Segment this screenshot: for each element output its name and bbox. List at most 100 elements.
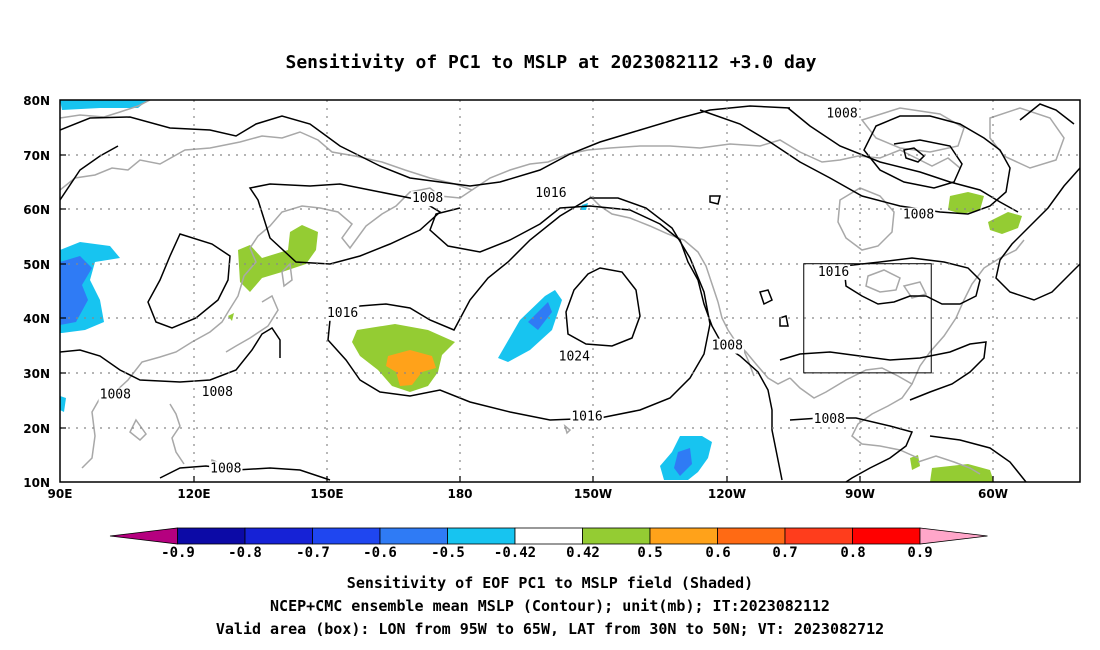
coastline-great-lakes — [865, 269, 928, 299]
colorbar-swatch — [784, 527, 853, 545]
coastline-philippines — [169, 403, 185, 465]
contour-line — [699, 109, 1011, 215]
latitude-labels: 80N 70N 60N 50N 40N 30N 20N 10N — [23, 94, 50, 490]
coastline-hudson — [837, 187, 895, 251]
contour-label: 1008 — [210, 461, 241, 476]
colorbar-swatch — [514, 527, 583, 545]
shade-positive-high — [386, 350, 436, 386]
contour-line — [60, 145, 119, 201]
contour-label: 1008 — [826, 107, 857, 122]
lat-label: 80N — [23, 94, 50, 108]
contour-label: 1008 — [100, 388, 131, 403]
lat-label: 10N — [23, 476, 50, 490]
shade-positive — [910, 455, 920, 470]
contour-line — [248, 183, 442, 265]
contour-label: 1008 — [903, 208, 934, 223]
contour-line — [709, 195, 721, 205]
contour-label-halo — [825, 106, 859, 122]
map-panel: 1008 1008 1016 1008 1016 1016 1024 1008 … — [59, 99, 1081, 483]
contour-label: 1016 — [571, 410, 602, 425]
contour-line — [843, 257, 981, 305]
contour-label: 1008 — [814, 412, 845, 427]
colorbar-label: -0.42 — [494, 545, 536, 561]
colorbar-swatch — [379, 527, 448, 545]
contour-line — [429, 205, 783, 481]
contour-label-halo — [570, 409, 604, 425]
colorbar-label: -0.7 — [296, 545, 330, 561]
lon-label: 90E — [48, 487, 73, 501]
colorbar-label: 0.6 — [705, 545, 730, 561]
lat-label: 40N — [23, 312, 50, 326]
lat-label: 70N — [23, 149, 50, 163]
colorbar-swatch — [649, 527, 718, 545]
colorbar-label: -0.5 — [431, 545, 465, 561]
lon-label: 120E — [177, 487, 210, 501]
contour-label-halo — [325, 305, 360, 321]
colorbar-label: 0.7 — [772, 545, 797, 561]
contour-label-halo — [812, 412, 846, 428]
map-background — [60, 100, 1080, 482]
contour-label-halo — [98, 387, 132, 403]
shade-positive — [238, 225, 318, 292]
coastline-caribbean — [917, 455, 981, 475]
contour-line — [929, 435, 1027, 482]
shade-positive — [988, 212, 1022, 234]
colorbar — [109, 527, 988, 545]
contour-label-halo — [901, 207, 936, 223]
contour-line — [779, 315, 789, 327]
valid-area-box — [803, 263, 932, 374]
lon-label: 150E — [310, 487, 343, 501]
colorbar-label: 0.8 — [840, 545, 865, 561]
colorbar-swatch — [582, 527, 651, 545]
shade-negative-strong — [60, 256, 92, 325]
contour-label-halo — [410, 191, 445, 207]
contour-labels: 1008 1008 1016 1008 1016 1016 1024 1008 … — [98, 106, 936, 477]
lon-label: 60W — [978, 487, 1008, 501]
shade-negative-strong — [528, 302, 552, 330]
lat-label: 30N — [23, 367, 50, 381]
contour-line — [60, 105, 791, 187]
caption-line: Sensitivity of EOF PC1 to MSLP field (Sh… — [347, 574, 753, 592]
lon-label: 120W — [708, 487, 746, 501]
contour-label: 1008 — [712, 339, 743, 354]
contour-label: 1016 — [818, 265, 849, 280]
lon-label: 90W — [845, 487, 875, 501]
coastline-japan — [225, 262, 293, 353]
contour-line — [759, 289, 773, 306]
lat-label: 20N — [23, 422, 50, 436]
contour-label-halo — [816, 264, 851, 280]
contour-line — [779, 341, 987, 401]
colorbar-swatch — [919, 527, 988, 545]
contour-label-halo — [534, 185, 568, 201]
contour-label: 1008 — [202, 385, 233, 400]
shade-negative — [60, 100, 148, 110]
colorbar-swatch — [447, 527, 516, 545]
contour-line — [147, 233, 231, 329]
contour-line — [995, 167, 1080, 301]
colorbar-label: -0.9 — [161, 545, 195, 561]
colorbar-labels: -0.9 -0.8 -0.7 -0.6 -0.5 -0.42 0.42 0.5 … — [161, 545, 933, 561]
contour-line — [903, 147, 926, 163]
shade-negative — [60, 396, 66, 412]
colorbar-swatch — [109, 527, 178, 545]
longitude-labels: 90E 120E 150E 180 150W 120W 90W 60W — [48, 487, 1008, 501]
coastline-alaska — [471, 139, 961, 303]
lat-label: 50N — [23, 258, 50, 272]
contour-label: 1008 — [412, 191, 443, 206]
figure-title: Sensitivity of PC1 to MSLP at 2023082112… — [285, 52, 816, 73]
colorbar-swatch — [177, 527, 246, 545]
coastline-eurasia — [60, 100, 474, 469]
shade-positive — [228, 313, 234, 321]
colorbar-swatch — [312, 527, 381, 545]
caption-line: NCEP+CMC ensemble mean MSLP (Contour); u… — [270, 597, 830, 615]
colorbar-swatch — [717, 527, 786, 545]
colorbar-label: 0.42 — [566, 545, 600, 561]
contour-label: 1024 — [559, 350, 590, 365]
caption: Sensitivity of EOF PC1 to MSLP field (Sh… — [216, 574, 884, 638]
contour-label: 1016 — [327, 306, 358, 321]
shade-positive — [930, 464, 994, 482]
contour-line — [1019, 103, 1075, 125]
contour-label-halo — [557, 349, 592, 365]
colorbar-label: 0.5 — [637, 545, 662, 561]
